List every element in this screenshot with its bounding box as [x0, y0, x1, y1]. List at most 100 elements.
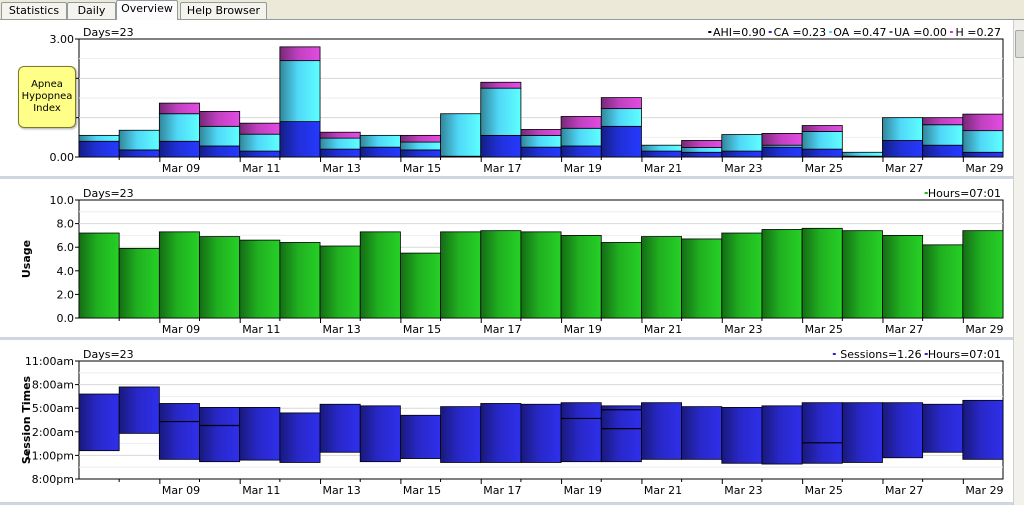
- ahi-bar-oa: [279, 60, 321, 123]
- ahi-x-tick-label: Mar 15: [403, 162, 441, 175]
- session-bar: [681, 406, 723, 460]
- ahi-legend-swatch: [949, 31, 953, 33]
- sessions-x-tick-label: Mar 21: [644, 484, 682, 497]
- session-bar: [520, 403, 562, 463]
- tab-statistics[interactable]: Statistics: [1, 2, 67, 19]
- ahi-legend-entry: OA =0.47: [833, 26, 886, 39]
- ahi-bar-h: [962, 113, 1004, 132]
- ahi-bar-oa: [480, 87, 522, 136]
- ahi-bar-h: [480, 81, 522, 89]
- session-bar: [399, 414, 441, 459]
- session-bar: [239, 407, 281, 461]
- ahi-legend-entry: AHI=0.90: [713, 26, 766, 39]
- ahi-bar-oa: [922, 124, 964, 146]
- session-bar: [600, 405, 642, 463]
- sessions-legend-swatch: [832, 353, 836, 355]
- sessions-x-tick-label: Mar 15: [403, 484, 441, 497]
- ahi-bar-h: [520, 129, 562, 136]
- usage-bar: [721, 232, 763, 319]
- ahi-bar-oa: [199, 125, 241, 147]
- usage-x-tick-label: Mar 23: [724, 323, 762, 336]
- ahi-bar-oa: [962, 130, 1004, 153]
- usage-bar: [440, 231, 482, 319]
- usage-bar: [801, 227, 843, 319]
- sessions-x-tick-label: Mar 23: [724, 484, 762, 497]
- ahi-bar-oa: [882, 117, 924, 141]
- ahi-bar-ca: [399, 149, 441, 158]
- session-bar: [319, 403, 361, 453]
- ahi-bar-ca: [641, 150, 683, 158]
- usage-bar: [560, 234, 602, 319]
- ahi-bar-h: [399, 134, 441, 143]
- usage-bar: [922, 244, 964, 319]
- sessions-x-tick-label: Mar 11: [242, 484, 280, 497]
- ahi-bar-oa: [319, 137, 361, 150]
- usage-bar: [761, 229, 803, 319]
- usage-x-tick-label: Mar 25: [805, 323, 843, 336]
- usage-bar: [199, 236, 241, 319]
- sessions-y-tick-label: 8:00pm: [32, 473, 74, 486]
- vertical-scrollbar[interactable]: [1013, 20, 1024, 505]
- usage-bar: [158, 231, 200, 319]
- ahi-bar-ca: [359, 146, 401, 158]
- ahi-bar-ca: [520, 146, 562, 158]
- panel-divider: [0, 502, 1013, 505]
- session-bar: [841, 402, 883, 463]
- usage-legend-swatch: [924, 192, 928, 194]
- ahi-bar-ca: [158, 140, 200, 158]
- ahi-bar-ca: [239, 150, 281, 158]
- usage-bar: [319, 245, 361, 319]
- scrollbar-thumb[interactable]: [1015, 30, 1024, 58]
- sessions-days-label: Days=23: [83, 348, 134, 361]
- session-bar: [761, 405, 803, 465]
- ahi-bar-ca: [199, 145, 241, 158]
- ahi-bar-oa: [359, 134, 401, 148]
- usage-x-tick-label: Mar 13: [323, 323, 361, 336]
- session-bar: [560, 402, 602, 463]
- usage-bar: [962, 230, 1004, 319]
- usage-x-tick-label: Mar 21: [644, 323, 682, 336]
- usage-x-tick-label: Mar 17: [483, 323, 521, 336]
- usage-bar: [78, 232, 120, 319]
- tab-bar: Statistics Daily Overview Help Browser: [0, 0, 1024, 20]
- ahi-bar-oa: [520, 134, 562, 148]
- ahi-legend-entry: H =0.27: [956, 26, 1001, 39]
- ahi-bar-ca: [118, 149, 160, 158]
- tab-daily[interactable]: Daily: [67, 2, 116, 19]
- usage-x-tick-label: Mar 19: [564, 323, 602, 336]
- sessions-x-tick-label: Mar 25: [805, 484, 843, 497]
- ahi-bar-h: [922, 117, 964, 126]
- sessions-y-tick-label: 8:00am: [32, 379, 74, 392]
- ahi-bar-oa: [681, 147, 723, 153]
- usage-y-tick-label: 6.0: [57, 241, 75, 254]
- ahi-bar-oa: [78, 134, 120, 142]
- ahi-legend-swatch: [708, 31, 712, 33]
- sessions-legend-entry: Hours=07:01: [928, 348, 1001, 361]
- session-bar: [882, 402, 924, 459]
- ahi-bar-h: [600, 97, 642, 110]
- ahi-x-tick-label: Mar 11: [242, 162, 280, 175]
- session-bar: [721, 407, 763, 464]
- usage-bar: [681, 238, 723, 319]
- ahi-bar-oa: [158, 113, 200, 142]
- ahi-bar-ca: [962, 151, 1004, 158]
- sessions-y-tick-label: 5:00am: [32, 402, 74, 415]
- ahi-bar-ca: [721, 150, 763, 158]
- ahi-bar-ca: [761, 146, 803, 158]
- usage-x-tick-label: Mar 15: [403, 323, 441, 336]
- session-bar: [118, 386, 160, 434]
- session-bar: [359, 405, 401, 463]
- sessions-legend-entry: Sessions=1.26: [840, 348, 921, 361]
- ahi-legend-entry: UA =0.00: [894, 26, 947, 39]
- ahi-days-label: Days=23: [83, 26, 134, 39]
- ahi-x-tick-label: Mar 25: [805, 162, 843, 175]
- session-bar: [78, 393, 120, 452]
- sessions-x-tick-label: Mar 09: [162, 484, 200, 497]
- sessions-y-tick-label: 2:00am: [32, 426, 74, 439]
- tab-help-browser[interactable]: Help Browser: [180, 2, 267, 19]
- ahi-legend-swatch: [829, 31, 833, 33]
- ahi-x-tick-label: Mar 13: [323, 162, 361, 175]
- tab-overview[interactable]: Overview: [116, 0, 178, 20]
- sessions-legend-swatch: [924, 353, 928, 355]
- sessions-x-tick-label: Mar 27: [885, 484, 923, 497]
